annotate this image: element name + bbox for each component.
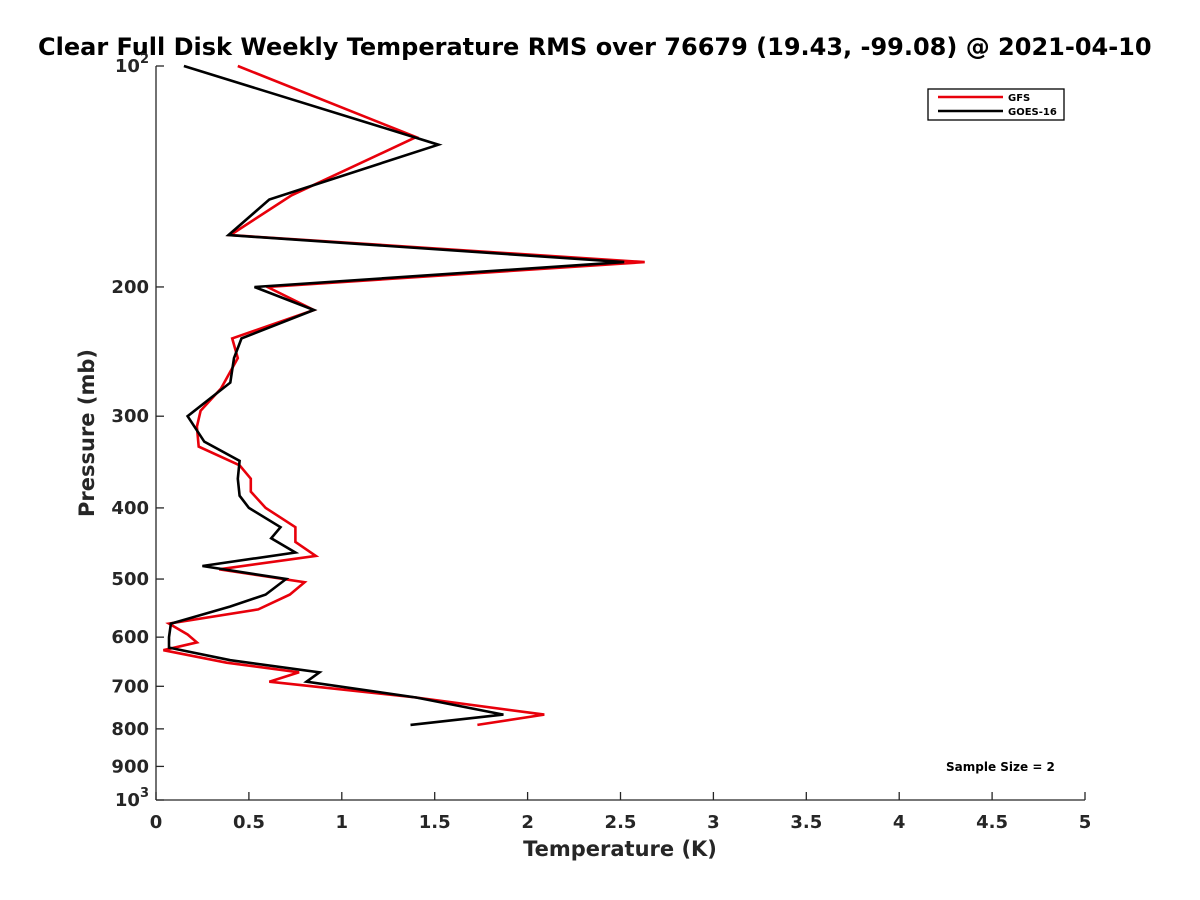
y-tick-label: 800 bbox=[111, 719, 149, 740]
x-tick-label: 2 bbox=[521, 812, 534, 833]
legend-box bbox=[927, 88, 1065, 121]
x-tick-label: 0 bbox=[150, 812, 163, 833]
y-tick-label: 500 bbox=[111, 569, 149, 590]
sample-size-annotation: Sample Size = 2 bbox=[946, 760, 1055, 774]
y-tick-label: 103 bbox=[115, 786, 149, 811]
x-tick-label: 5 bbox=[1079, 812, 1092, 833]
x-ticks: 0 0.5 1 1.5 2 2.5 3 3.5 4 4.5 5 bbox=[150, 792, 1092, 833]
x-tick-label: 1.5 bbox=[419, 812, 451, 833]
x-tick-label: 0.5 bbox=[233, 812, 265, 833]
legend-label-goes-16: GOES-16 bbox=[1008, 107, 1057, 118]
x-tick-label: 4 bbox=[893, 812, 906, 833]
series-line-goes-16 bbox=[167, 64, 625, 727]
y-tick-label: 300 bbox=[111, 406, 149, 427]
y-tick-label: 200 bbox=[111, 277, 149, 298]
x-tick-label: 3 bbox=[707, 812, 720, 833]
y-tick-label: 400 bbox=[111, 498, 149, 519]
y-ticks: 102 200 300 400 500 600 700 800 900 103 bbox=[111, 52, 164, 811]
y-tick-label: 102 bbox=[115, 52, 149, 77]
y-tick-label: 900 bbox=[111, 756, 149, 777]
series-line-gfs bbox=[163, 64, 645, 727]
x-tick-label: 3.5 bbox=[790, 812, 822, 833]
y-axis-label: Pressure (mb) bbox=[75, 349, 99, 517]
x-tick-label: 1 bbox=[336, 812, 349, 833]
legend-label-gfs: GFS bbox=[1008, 93, 1030, 104]
x-tick-label: 4.5 bbox=[976, 812, 1008, 833]
y-tick-label: 600 bbox=[111, 627, 149, 648]
x-axis-label: Temperature (K) bbox=[523, 837, 717, 861]
chart-title: Clear Full Disk Weekly Temperature RMS o… bbox=[38, 33, 1152, 61]
plot-area bbox=[156, 66, 1085, 800]
x-tick-label: 2.5 bbox=[605, 812, 637, 833]
legend: GFS GOES-16 bbox=[927, 88, 1065, 121]
y-tick-label: 700 bbox=[111, 676, 149, 697]
series-layer bbox=[163, 64, 645, 727]
